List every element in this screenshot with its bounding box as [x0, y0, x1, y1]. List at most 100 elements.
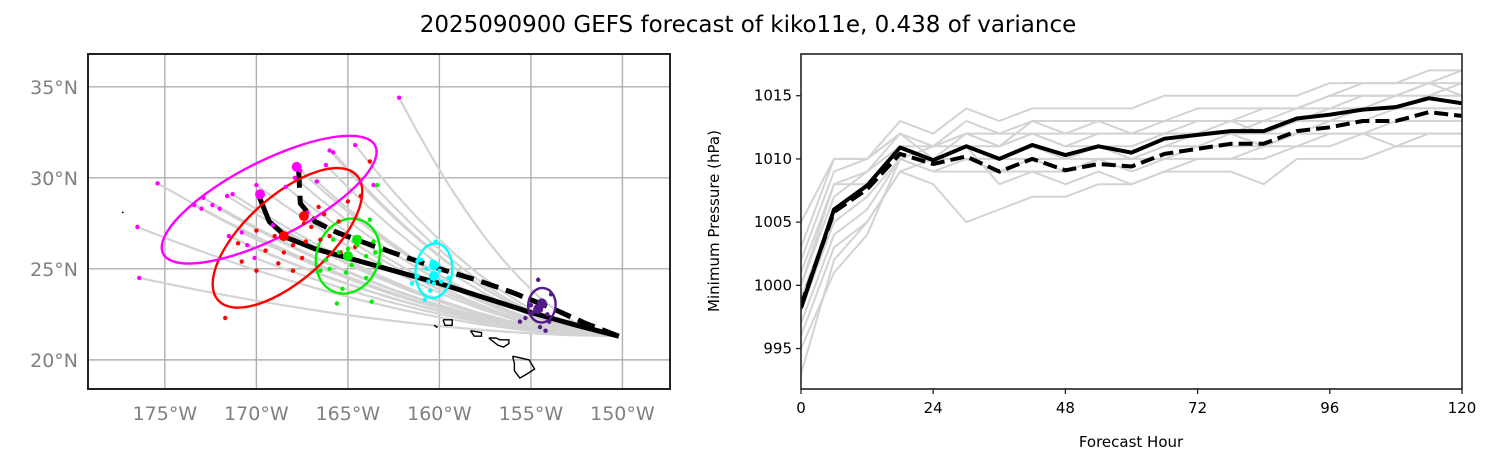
lon-tick-label: 150°W: [590, 403, 655, 425]
x-axis-label: Forecast Hour: [1079, 433, 1184, 451]
member-position: [331, 237, 336, 242]
member-position: [415, 273, 420, 279]
map-frame: [87, 53, 671, 390]
member-position: [426, 279, 431, 284]
y-tick-label: 995: [763, 340, 792, 358]
member-position: [155, 181, 160, 186]
member-position: [226, 233, 232, 239]
member-position: [323, 162, 329, 168]
stray-point: [121, 211, 124, 214]
member-position: [439, 279, 444, 284]
member-position: [254, 268, 259, 273]
mean-position: [291, 161, 302, 172]
member-position: [327, 266, 332, 272]
member-position: [363, 253, 369, 259]
member-position: [371, 182, 376, 188]
member-track: [138, 276, 619, 338]
member-position: [353, 142, 358, 148]
x-tick-label: 96: [1320, 399, 1339, 417]
member-position: [281, 250, 287, 255]
member-position: [254, 182, 259, 188]
map-gridlines: [88, 54, 670, 389]
track-map-panel: 175°W 170°W 165°W 160°W 155°W 150°W 35°N 30°N 25…: [30, 53, 671, 425]
member-position: [340, 286, 345, 292]
island-outline: [469, 330, 483, 337]
member-position: [396, 95, 402, 100]
x-tick-label: 48: [1056, 399, 1075, 417]
member-pressure-line: [801, 69, 1462, 223]
member-position: [336, 219, 341, 224]
member-pressure-line: [801, 145, 1462, 337]
member-position: [292, 175, 298, 181]
member-position: [318, 237, 323, 242]
lon-tick-label: 175°W: [133, 403, 198, 425]
lat-tick-label: 30°N: [30, 168, 78, 190]
member-position: [327, 148, 332, 153]
member-position: [336, 250, 341, 255]
member-position: [316, 204, 321, 210]
pressure-panel: 0 24 48 72 96 120 995 1000 1005 1010 1015 Forecast…: [705, 53, 1476, 451]
member-pressure-line: [801, 107, 1462, 299]
member-position: [272, 233, 277, 239]
member-position: [376, 261, 382, 266]
y-axis-label: Minimum Pressure (hPa): [705, 130, 723, 312]
member-position: [252, 255, 257, 261]
mean-position: [533, 303, 544, 314]
member-pressure-line: [801, 132, 1462, 324]
member-position: [373, 250, 378, 255]
member-position: [239, 259, 244, 264]
lon-tick-label: 165°W: [316, 403, 381, 425]
member-position: [223, 315, 228, 321]
member-position: [137, 275, 142, 281]
member-position: [254, 228, 259, 233]
mean-position: [342, 251, 353, 262]
mean-position: [352, 234, 363, 245]
member-position: [309, 224, 314, 230]
y-tick-label: 1000: [754, 276, 792, 294]
member-position: [191, 202, 197, 208]
member-position: [358, 193, 363, 199]
member-position: [201, 195, 206, 201]
member-position: [536, 277, 541, 282]
member-position: [433, 239, 438, 244]
member-position: [523, 315, 528, 321]
member-positions: [121, 95, 554, 333]
member-track: [372, 184, 619, 338]
x-tick-label: 0: [796, 399, 806, 417]
lat-tick-label: 20°N: [30, 350, 78, 372]
member-position: [230, 191, 235, 197]
member-position: [422, 297, 427, 302]
member-position: [263, 248, 268, 253]
member-position: [528, 303, 534, 308]
member-position: [545, 312, 550, 317]
hawaii-coastline: [433, 319, 536, 380]
member-position: [363, 275, 369, 281]
member-track: [136, 225, 619, 338]
lon-tick-label: 170°W: [224, 403, 289, 425]
member-position: [331, 150, 336, 155]
member-position: [374, 182, 380, 188]
island-outline: [488, 337, 510, 348]
member-position: [415, 259, 420, 264]
pressure-lines: [801, 69, 1462, 375]
member-pressure-line: [801, 82, 1462, 261]
member-position: [327, 233, 332, 239]
member-position: [367, 159, 373, 164]
member-position: [290, 242, 296, 248]
member-position: [210, 202, 215, 208]
member-position: [345, 246, 351, 252]
member-position: [548, 292, 554, 297]
mean-position: [428, 271, 439, 282]
map-tick-labels: 175°W 170°W 165°W 160°W 155°W 150°W 35°N 30°N 25…: [30, 77, 655, 425]
member-position: [547, 319, 552, 324]
member-position: [424, 266, 429, 272]
member-position: [235, 241, 241, 246]
member-position: [290, 268, 296, 273]
member-track: [228, 235, 619, 338]
ellipse-72h: [314, 217, 382, 295]
member-pressure-line: [801, 94, 1462, 286]
member-position: [543, 328, 548, 333]
island-outline: [511, 355, 536, 380]
member-position: [369, 299, 374, 304]
